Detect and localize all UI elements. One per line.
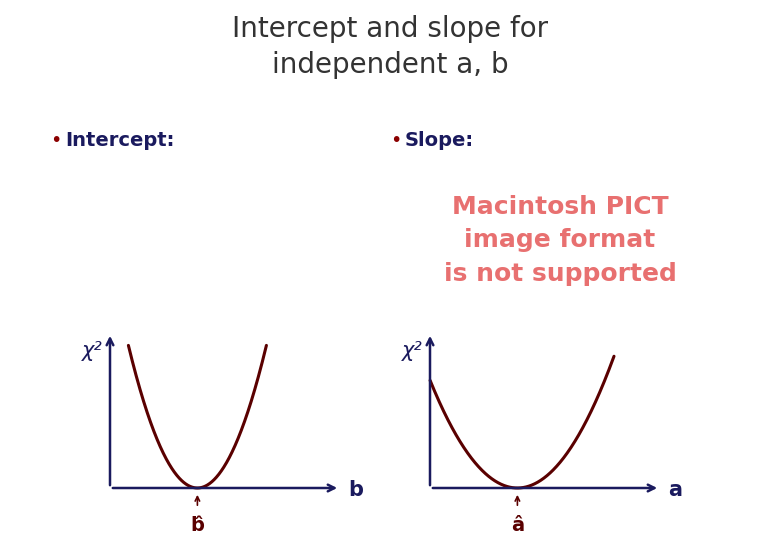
Text: Macintosh PICT
image format
is not supported: Macintosh PICT image format is not suppo… — [444, 194, 676, 286]
Text: b: b — [348, 480, 363, 500]
Text: b̂: b̂ — [190, 516, 204, 535]
Text: •: • — [50, 131, 62, 150]
Text: χ²: χ² — [402, 341, 423, 361]
Text: Intercept:: Intercept: — [65, 131, 175, 150]
Text: â: â — [511, 516, 524, 535]
Text: Slope:: Slope: — [405, 131, 474, 150]
Text: •: • — [390, 131, 402, 150]
Text: χ²: χ² — [82, 341, 103, 361]
Text: Intercept and slope for
independent a, b: Intercept and slope for independent a, b — [232, 15, 548, 79]
Text: a: a — [668, 480, 682, 500]
